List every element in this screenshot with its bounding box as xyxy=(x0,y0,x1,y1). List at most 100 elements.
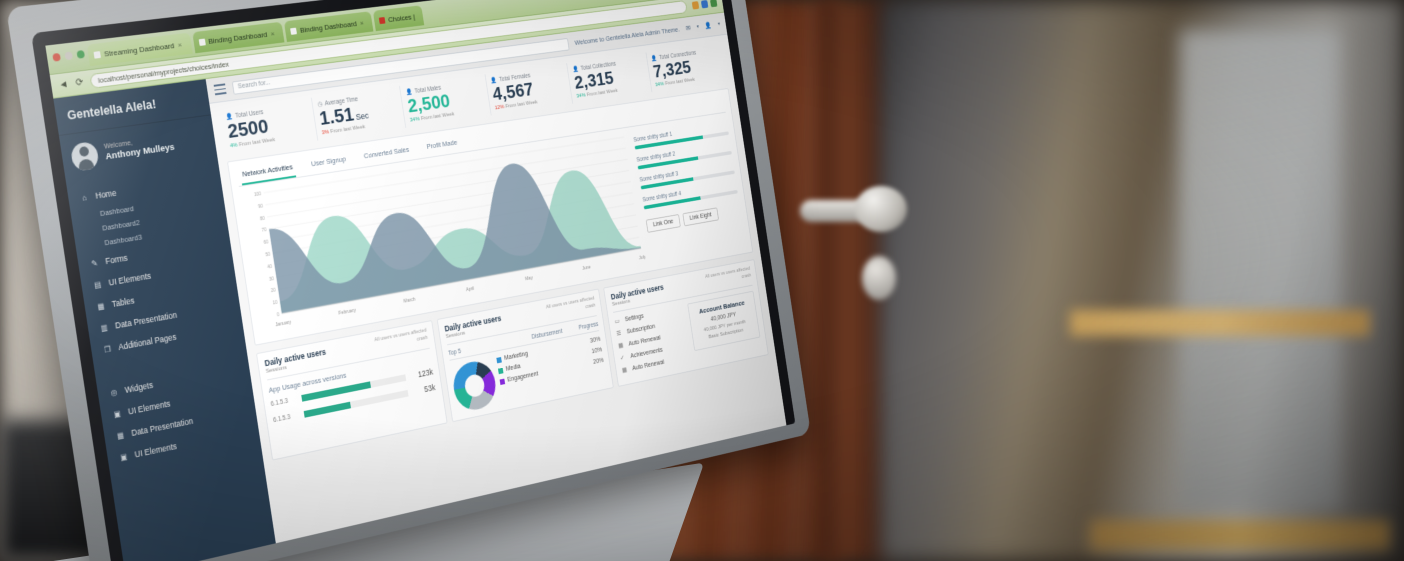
card-disbursement: Daily active users Sessions All users vs … xyxy=(436,288,615,423)
user-icon[interactable]: 👤 xyxy=(704,21,713,30)
settings-label: Subscription xyxy=(626,323,656,336)
panel-buttons[interactable]: Link One Link Eight xyxy=(645,204,742,233)
hamburger-icon[interactable] xyxy=(213,83,227,96)
window-controls[interactable] xyxy=(52,50,86,62)
clone-icon: ❐ xyxy=(103,344,112,355)
stat-tile-total-males[interactable]: 👤 Total Males 2,500 34% From last Week xyxy=(399,74,491,129)
settings-label: Auto Renewal xyxy=(628,334,662,348)
laptop-screen: Streaming Dashboard × Binding Dashboard … xyxy=(45,0,787,561)
version-label: 6.1.5.3 xyxy=(272,413,291,424)
svg-text:60: 60 xyxy=(263,240,269,246)
tab-favicon-icon xyxy=(93,50,101,59)
svg-text:100: 100 xyxy=(254,191,262,197)
reload-icon[interactable]: ⟳ xyxy=(74,77,85,89)
extension-icon[interactable] xyxy=(700,0,709,9)
tab-favicon-icon xyxy=(290,27,298,35)
close-window-button[interactable] xyxy=(52,52,61,62)
main-area: Search for... Welcome to Gentelella Alel… xyxy=(205,12,787,544)
sidebar-item-label: Home xyxy=(94,187,118,201)
calendar-icon: ▦ xyxy=(621,367,628,375)
svg-text:February: February xyxy=(338,308,356,317)
svg-text:May: May xyxy=(525,275,534,282)
svg-text:30: 30 xyxy=(269,276,275,282)
svg-text:90: 90 xyxy=(258,203,264,209)
stat-tile-total-females[interactable]: 👤 Total Females 4,567 12% From last Week xyxy=(484,63,573,116)
svg-text:20: 20 xyxy=(271,288,277,294)
minimize-window-button[interactable] xyxy=(64,51,74,61)
tab-profit-made[interactable]: Profit Made xyxy=(426,138,458,151)
extension-icon[interactable] xyxy=(709,0,718,8)
legend-swatch-icon xyxy=(499,378,505,385)
tab-network-activities[interactable]: Network Activities xyxy=(239,158,297,186)
file-icon: ▭ xyxy=(614,318,621,326)
svg-text:January: January xyxy=(275,320,292,329)
stat-tile-average-time[interactable]: ◷ Average Time 1.51Sec 3% From last Week xyxy=(310,85,406,141)
network-activities-panel: Network Activities User Signup Converted… xyxy=(227,88,754,346)
chevron-down-icon[interactable]: ▾ xyxy=(717,21,721,28)
svg-text:0: 0 xyxy=(277,312,280,317)
column-header-disbursement: Disbursement xyxy=(531,328,563,341)
legend-percent: 20% xyxy=(592,357,605,366)
svg-text:50: 50 xyxy=(265,252,271,258)
card-note: All users vs users affected crash xyxy=(704,266,752,280)
bar-chart-icon: ▥ xyxy=(99,322,109,333)
tile-delta: 34% xyxy=(576,92,586,100)
stat-tile-total-connections[interactable]: 👤 Total Connections 7,325 34% From last W… xyxy=(645,42,728,93)
tile-unit: Sec xyxy=(355,110,370,122)
tab-user-signup[interactable]: User Signup xyxy=(310,154,347,169)
sidebar-item-label: UI Elements xyxy=(127,398,171,417)
area-chart: 100 90 80 70 60 50 40 30 20 10 0 January February Mar… xyxy=(240,133,647,338)
laptop-lid: Streaming Dashboard × Binding Dashboard … xyxy=(6,0,811,561)
browser-tab[interactable]: Choices | xyxy=(372,5,425,32)
sidebar-item-label: UI Elements xyxy=(133,441,178,460)
browser-tab-label: Binding Dashboard xyxy=(207,29,268,46)
tab-close-icon[interactable]: × xyxy=(359,18,365,27)
settings-list[interactable]: ▭ Settings ☰ Subscription xyxy=(614,305,692,380)
stat-tile-total-users[interactable]: 👤 Total Users 2500 4% From last Week xyxy=(219,98,317,154)
svg-text:40: 40 xyxy=(267,264,273,270)
legend-swatch-icon xyxy=(497,367,504,375)
sidebar-item-label: Forms xyxy=(104,252,129,267)
svg-text:March: March xyxy=(403,297,416,305)
legend-percent: 10% xyxy=(591,347,603,356)
donut-chart xyxy=(450,358,499,414)
svg-text:April: April xyxy=(466,286,475,293)
back-arrow-icon[interactable]: ◄ xyxy=(58,78,70,91)
svg-text:July: July xyxy=(639,255,646,262)
link-one-button[interactable]: Link One xyxy=(645,214,681,233)
card-note: All users vs users affected crash xyxy=(545,295,596,311)
area-chart-svg: 1009080706050403020100JanuaryFebruaryMar… xyxy=(254,133,647,329)
door-handle-stem xyxy=(800,200,870,222)
settings-label: Auto Renewal xyxy=(632,359,665,372)
windows-icon: ▣ xyxy=(119,451,128,462)
link-eight-button[interactable]: Link Eight xyxy=(682,207,719,227)
svg-text:80: 80 xyxy=(260,216,266,222)
calendar-icon: ▦ xyxy=(618,342,624,350)
extension-icon[interactable] xyxy=(691,1,700,10)
background-shelf-lower xyxy=(1090,520,1390,550)
tab-close-icon[interactable]: × xyxy=(269,28,276,38)
envelope-icon[interactable]: ✉ xyxy=(685,23,691,33)
tab-close-icon[interactable]: × xyxy=(177,39,183,50)
browser-tab-label: Streaming Dashboard xyxy=(103,40,175,58)
settings-label: Achievements xyxy=(630,346,664,360)
tile-delta: 34% xyxy=(409,116,421,124)
door-handle-knob xyxy=(855,186,907,232)
admin-dashboard: Gentelella Alela! Welcome, Anthony Mulle… xyxy=(53,12,787,561)
card-note: All users vs users affected crash xyxy=(374,327,429,344)
sidebar-item-label: UI Elements xyxy=(107,270,152,288)
dashboard-content: 👤 Total Users 2500 4% From last Week ◷ Ave… xyxy=(209,35,786,544)
maximize-window-button[interactable] xyxy=(76,50,86,59)
svg-text:June: June xyxy=(582,265,591,272)
stat-tile-total-collections[interactable]: 👤 Total Collections 2,315 34% From last W… xyxy=(566,52,652,104)
card-app-usage: Daily active users Sessions All users vs … xyxy=(256,320,448,461)
door-lock xyxy=(862,256,896,300)
version-label: 6.1.5.3 xyxy=(270,397,289,408)
sidebar-item-label: Tables xyxy=(111,295,136,310)
browser-tab-label: Binding Dashboard xyxy=(299,19,358,35)
tab-favicon-icon xyxy=(198,38,206,46)
windows-icon: ▣ xyxy=(113,408,122,419)
browser-extensions[interactable] xyxy=(691,0,718,10)
chevron-down-icon[interactable]: ▾ xyxy=(696,24,700,30)
tab-converted-sales[interactable]: Converted Sales xyxy=(363,145,410,161)
